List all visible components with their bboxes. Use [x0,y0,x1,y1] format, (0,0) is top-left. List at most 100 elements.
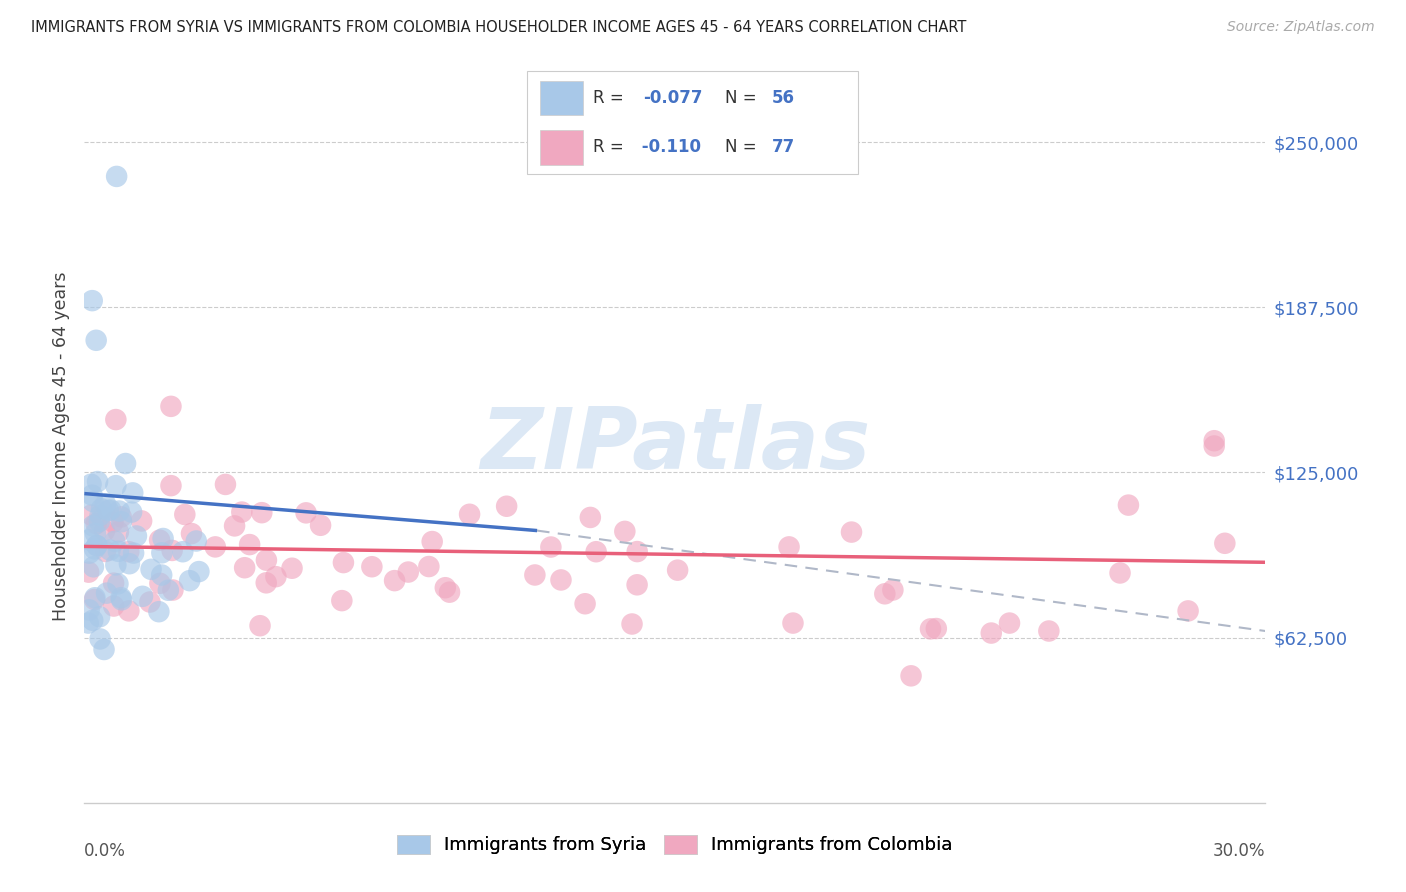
Immigrants from Colombia [1204,439,1226,453]
Immigrants from Colombia [434,581,457,595]
Immigrants from Syria [86,475,108,489]
Immigrants from Colombia [84,516,107,531]
Immigrants from Syria [77,603,100,617]
Immigrants from Syria [104,558,127,572]
Immigrants from Syria [118,557,141,571]
Immigrants from Colombia [418,559,440,574]
Immigrants from Syria [83,541,105,556]
Immigrants from Colombia [980,626,1002,640]
Immigrants from Colombia [458,508,481,522]
Text: -0.077: -0.077 [643,89,703,107]
Immigrants from Syria [98,543,121,558]
Immigrants from Syria [94,497,117,511]
Immigrants from Syria [82,559,104,574]
Immigrants from Syria [89,609,111,624]
Immigrants from Syria [77,616,100,631]
Immigrants from Colombia [1204,434,1226,448]
Immigrants from Colombia [495,500,517,514]
Immigrants from Colombia [162,582,184,597]
Immigrants from Colombia [330,593,353,607]
Text: R =: R = [593,138,630,156]
Immigrants from Syria [187,565,209,579]
Immigrants from Colombia [540,540,562,554]
Immigrants from Syria [121,486,143,500]
Immigrants from Colombia [160,543,183,558]
Immigrants from Syria [108,504,131,518]
Immigrants from Colombia [900,669,922,683]
Immigrants from Colombia [873,587,896,601]
Immigrants from Colombia [93,524,115,538]
Immigrants from Colombia [224,519,246,533]
Immigrants from Syria [121,505,143,519]
Immigrants from Colombia [1109,566,1132,580]
Immigrants from Colombia [214,477,236,491]
Immigrants from Syria [86,539,108,553]
Immigrants from Colombia [778,540,800,554]
Immigrants from Colombia [579,510,602,524]
Immigrants from Syria [122,546,145,560]
Immigrants from Colombia [1213,536,1236,550]
FancyBboxPatch shape [527,71,858,174]
Text: 30.0%: 30.0% [1213,842,1265,860]
Immigrants from Colombia [1177,604,1199,618]
Immigrants from Syria [179,574,201,588]
Legend: Immigrants from Syria, Immigrants from Colombia: Immigrants from Syria, Immigrants from C… [389,828,960,862]
Immigrants from Syria [79,546,101,560]
Immigrants from Colombia [1038,624,1060,638]
Immigrants from Colombia [360,559,382,574]
Immigrants from Colombia [621,617,644,632]
Immigrants from Colombia [107,524,129,539]
Immigrants from Colombia [585,545,607,559]
Immigrants from Syria [148,605,170,619]
Immigrants from Colombia [233,560,256,574]
Immigrants from Colombia [131,514,153,528]
Immigrants from Syria [152,532,174,546]
Immigrants from Syria [105,169,128,184]
Immigrants from Syria [93,642,115,657]
Immigrants from Colombia [110,509,132,524]
Immigrants from Syria [139,562,162,576]
Text: IMMIGRANTS FROM SYRIA VS IMMIGRANTS FROM COLOMBIA HOUSEHOLDER INCOME AGES 45 - 6: IMMIGRANTS FROM SYRIA VS IMMIGRANTS FROM… [31,20,966,35]
Immigrants from Colombia [332,556,354,570]
Immigrants from Colombia [118,544,141,558]
Immigrants from Colombia [254,553,277,567]
Immigrants from Colombia [666,563,689,577]
Immigrants from Syria [97,503,120,517]
Immigrants from Colombia [882,582,904,597]
Immigrants from Syria [110,515,132,529]
Immigrants from Syria [110,591,132,605]
Immigrants from Colombia [204,540,226,554]
Immigrants from Colombia [920,622,942,636]
Immigrants from Colombia [173,508,195,522]
Immigrants from Syria [84,333,107,347]
Immigrants from Colombia [101,515,124,529]
Text: -0.110: -0.110 [637,138,702,156]
Immigrants from Colombia [139,595,162,609]
Immigrants from Colombia [83,592,105,607]
Immigrants from Colombia [782,616,804,631]
FancyBboxPatch shape [540,80,583,115]
Immigrants from Colombia [281,561,304,575]
Immigrants from Syria [86,539,108,553]
Immigrants from Syria [90,501,112,516]
Immigrants from Colombia [180,526,202,541]
Immigrants from Colombia [94,544,117,558]
Immigrants from Colombia [103,576,125,591]
Immigrants from Syria [82,613,104,627]
Immigrants from Syria [80,477,103,491]
Immigrants from Colombia [77,565,100,579]
Immigrants from Syria [186,533,208,548]
Immigrants from Syria [107,577,129,591]
Immigrants from Colombia [118,604,141,618]
Immigrants from Syria [150,546,173,560]
Immigrants from Colombia [523,568,546,582]
Immigrants from Colombia [149,576,172,591]
Text: R =: R = [593,89,630,107]
Immigrants from Syria [96,586,118,600]
Immigrants from Syria [82,293,104,308]
Text: N =: N = [725,89,762,107]
Immigrants from Syria [131,590,153,604]
Immigrants from Colombia [239,538,262,552]
Immigrants from Syria [110,592,132,607]
Immigrants from Colombia [998,616,1021,631]
